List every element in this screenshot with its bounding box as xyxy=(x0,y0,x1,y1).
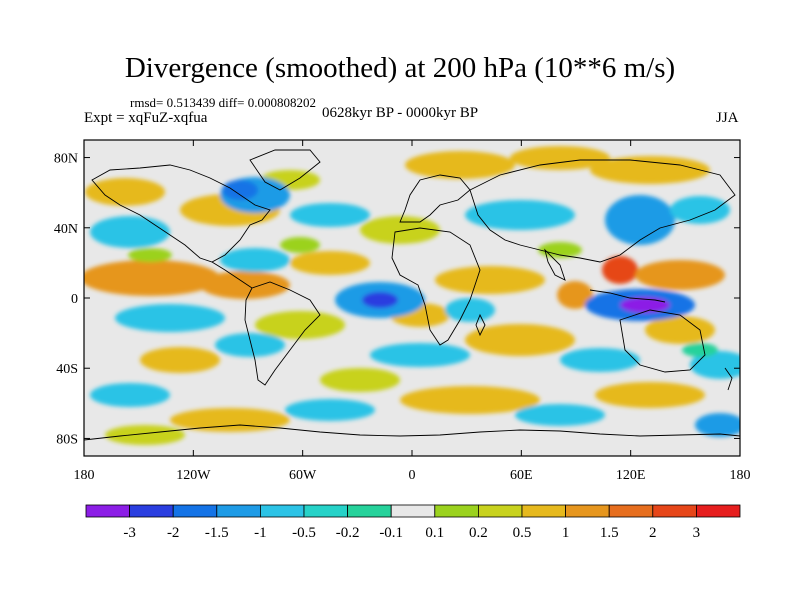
colorbar-label: 0.5 xyxy=(513,525,532,541)
colorbar-labels: -3 -2 -1.5 -1 -0.5 -0.2 -0.1 0.1 0.2 0.5 1 1.5 2 3 xyxy=(123,525,700,541)
lon-label: 0 xyxy=(409,468,416,483)
lat-label: 40N xyxy=(54,222,78,237)
colorbar-swatch xyxy=(303,504,348,518)
colorbar-swatch xyxy=(85,504,130,518)
colorbar-label: 2 xyxy=(649,525,657,541)
lon-label: 120W xyxy=(176,468,211,483)
colorbar-label: -3 xyxy=(123,525,136,541)
season-label: JJA xyxy=(716,110,739,126)
colorbar-swatch xyxy=(477,504,523,518)
colorbar-swatch xyxy=(347,504,392,518)
lon-label: 180 xyxy=(730,468,751,483)
colorbar-label: 0.1 xyxy=(425,525,444,541)
colorbar-label: -2 xyxy=(167,525,180,541)
lon-label: 60W xyxy=(289,468,317,483)
axis-ticks xyxy=(83,140,741,456)
colorbar-label: -1.5 xyxy=(205,525,229,541)
lat-label: 0 xyxy=(71,292,78,307)
stats-text: rmsd= 0.513439 diff= 0.000808202 xyxy=(130,95,316,110)
colorbar-label: 0.2 xyxy=(469,525,488,541)
colorbar-label: 3 xyxy=(693,525,701,541)
colorbar-swatch xyxy=(521,504,566,518)
divergence-field xyxy=(84,140,740,456)
lat-label: 80N xyxy=(54,152,78,167)
period-label: 0628kyr BP - 0000kyr BP xyxy=(322,105,479,121)
longitude-labels: 180 120W 60W 0 60E 120E 180 xyxy=(74,468,751,483)
colorbar-swatch xyxy=(652,504,697,518)
latitude-labels: 80N 40N 0 40S 80S xyxy=(54,152,78,448)
coastlines xyxy=(84,149,740,441)
map-title: Divergence (smoothed) at 200 hPa (10**6 … xyxy=(124,52,676,84)
colorbar xyxy=(85,504,741,518)
lon-label: 180 xyxy=(74,468,95,483)
lon-label: 120E xyxy=(616,468,646,483)
colorbar-swatch xyxy=(259,504,305,518)
experiment-label: Expt = xqFuZ-xqfua xyxy=(84,110,208,126)
colorbar-label: -0.1 xyxy=(379,525,403,541)
lon-label: 60E xyxy=(510,468,533,483)
colorbar-swatch xyxy=(696,504,741,518)
colorbar-swatch xyxy=(216,504,261,518)
colorbar-label: 1.5 xyxy=(600,525,619,541)
colorbar-label: 1 xyxy=(562,525,570,541)
colorbar-label: -0.2 xyxy=(336,525,360,541)
lat-label: 80S xyxy=(56,432,78,447)
colorbar-swatch xyxy=(608,504,654,518)
lat-label: 40S xyxy=(56,362,78,377)
colorbar-swatch xyxy=(390,504,436,518)
colorbar-label: -0.5 xyxy=(292,525,316,541)
colorbar-swatch xyxy=(172,504,218,518)
colorbar-swatch xyxy=(565,504,610,518)
colorbar-label: -1 xyxy=(254,525,267,541)
colorbar-swatch xyxy=(129,504,174,518)
colorbar-swatch xyxy=(434,504,479,518)
